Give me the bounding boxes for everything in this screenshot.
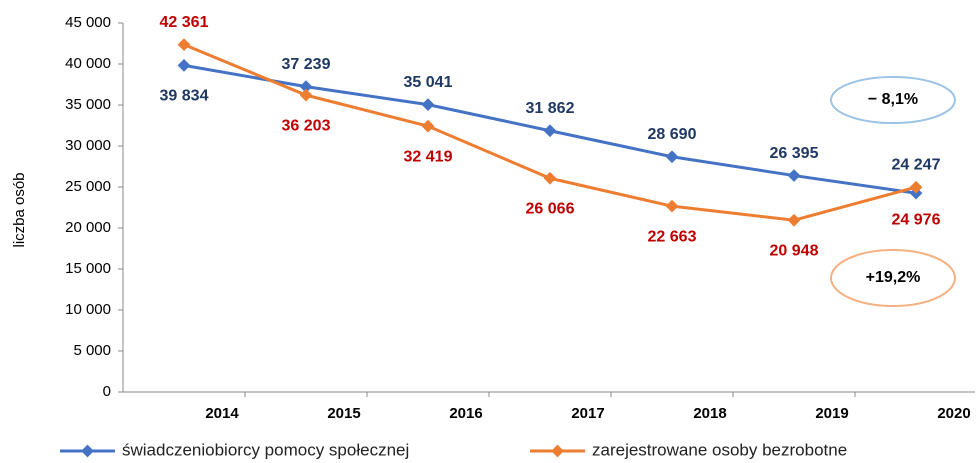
marker <box>665 199 679 213</box>
label-bg <box>274 53 338 76</box>
marker <box>665 150 679 164</box>
marker <box>177 38 191 52</box>
x-tick-label: 2015 <box>327 405 360 422</box>
y-tick-label: 35 000 <box>65 96 111 113</box>
y-tick-label: 0 <box>103 383 111 400</box>
legend-label: zarejestrowane osoby bezrobotne <box>592 440 847 459</box>
legend-marker <box>551 444 564 458</box>
label-bg <box>396 71 460 94</box>
label-bg <box>884 154 948 177</box>
y-axis-label: liczba osób <box>11 172 28 247</box>
marker <box>299 80 313 94</box>
label-bg <box>762 240 826 263</box>
label-bg <box>640 123 704 146</box>
x-tick-label: 2017 <box>571 405 604 422</box>
data-label: 32 419 <box>404 148 453 165</box>
data-label: 20 948 <box>770 242 819 259</box>
x-tick-label: 2019 <box>815 405 848 422</box>
y-tick-label: 15 000 <box>65 260 111 277</box>
marker <box>421 119 435 133</box>
y-tick-label: 10 000 <box>65 301 111 318</box>
legend-marker <box>81 444 94 458</box>
label-bg <box>640 226 704 249</box>
data-label: 24 247 <box>892 156 941 173</box>
annotation-ellipse <box>830 76 956 124</box>
marker <box>177 58 191 72</box>
label-bg <box>884 209 948 232</box>
y-tick-label: 20 000 <box>65 219 111 236</box>
marker <box>421 98 435 112</box>
data-label: 35 041 <box>404 74 453 91</box>
y-tick-label: 40 000 <box>65 55 111 72</box>
x-tick-label: 2018 <box>693 405 726 422</box>
label-bg <box>518 97 582 120</box>
y-tick-label: 25 000 <box>65 178 111 195</box>
data-label: 39 834 <box>160 88 209 105</box>
legend-label: świadczeniobiorcy pomocy społecznej <box>122 440 409 459</box>
label-bg <box>518 198 582 221</box>
marker <box>543 124 557 138</box>
marker <box>299 88 313 102</box>
data-label: 42 361 <box>160 14 209 31</box>
marker <box>543 171 557 185</box>
x-tick-label: 2014 <box>205 405 239 422</box>
label-bg <box>396 146 460 169</box>
y-tick-label: 5 000 <box>73 342 111 359</box>
data-label: 28 690 <box>648 126 697 143</box>
data-label: 26 066 <box>526 200 575 217</box>
y-tick-label: 45 000 <box>65 14 111 31</box>
label-bg <box>762 142 826 165</box>
marker <box>787 169 801 182</box>
data-label: 24 976 <box>892 211 941 228</box>
x-tick-label: 2020 <box>937 405 970 422</box>
data-label: 22 663 <box>648 228 697 245</box>
data-label: 36 203 <box>282 117 331 134</box>
annotation: +19,2% <box>866 269 921 286</box>
annotation: − 8,1% <box>868 91 918 108</box>
annotation-ellipse <box>830 249 956 307</box>
label-bg <box>152 11 216 34</box>
y-tick-label: 30 000 <box>65 137 111 154</box>
data-label: 31 862 <box>526 100 575 117</box>
x-tick-label: 2016 <box>449 405 482 422</box>
label-bg <box>274 115 338 138</box>
label-bg <box>152 85 216 108</box>
data-label: 37 239 <box>282 56 331 73</box>
marker <box>787 213 801 227</box>
data-label: 26 395 <box>770 145 819 162</box>
